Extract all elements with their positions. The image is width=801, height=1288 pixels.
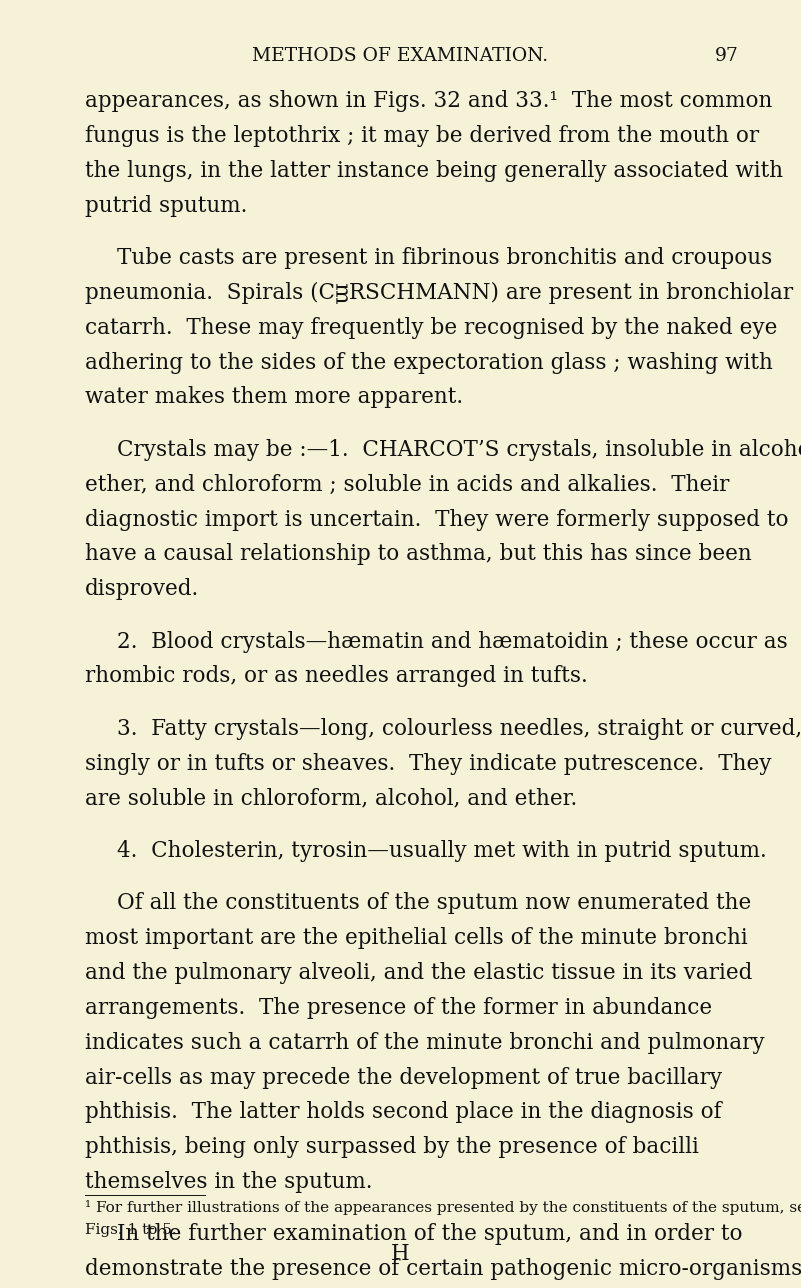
Text: the lungs, in the latter instance being generally associated with: the lungs, in the latter instance being …	[85, 160, 783, 182]
Text: Figs. 1 to 5.: Figs. 1 to 5.	[85, 1222, 177, 1236]
Text: air-cells as may precede the development of true bacillary: air-cells as may precede the development…	[85, 1066, 723, 1088]
Text: diagnostic import is uncertain.  They were formerly supposed to: diagnostic import is uncertain. They wer…	[85, 509, 788, 531]
Text: demonstrate the presence of certain pathogenic micro-organisms,: demonstrate the presence of certain path…	[85, 1258, 801, 1280]
Text: and the pulmonary alveoli, and the elastic tissue in its varied: and the pulmonary alveoli, and the elast…	[85, 962, 752, 984]
Text: 97: 97	[715, 46, 739, 64]
Text: Crystals may be :—1.  CHARCOT’S crystals, insoluble in alcohol,: Crystals may be :—1. CHARCOT’S crystals,…	[117, 439, 801, 461]
Text: phthisis.  The latter holds second place in the diagnosis of: phthisis. The latter holds second place …	[85, 1101, 722, 1123]
Text: ¹ For further illustrations of the appearances presented by the constituents of : ¹ For further illustrations of the appea…	[85, 1200, 801, 1215]
Text: 2.  Blood crystals—hæmatin and hæmatoidin ; these occur as: 2. Blood crystals—hæmatin and hæmatoidin…	[117, 631, 787, 653]
Text: most important are the epithelial cells of the minute bronchi: most important are the epithelial cells …	[85, 927, 748, 949]
Text: phthisis, being only surpassed by the presence of bacilli: phthisis, being only surpassed by the pr…	[85, 1136, 699, 1158]
Text: singly or in tufts or sheaves.  They indicate putrescence.  They: singly or in tufts or sheaves. They indi…	[85, 752, 771, 774]
Text: catarrh.  These may frequently be recognised by the naked eye: catarrh. These may frequently be recogni…	[85, 317, 778, 339]
Text: H: H	[391, 1243, 410, 1265]
Text: indicates such a catarrh of the minute bronchi and pulmonary: indicates such a catarrh of the minute b…	[85, 1032, 765, 1054]
Text: In the further examination of the sputum, and in order to: In the further examination of the sputum…	[117, 1224, 743, 1245]
Text: disproved.: disproved.	[85, 578, 199, 600]
Text: appearances, as shown in Figs. 32 and 33.¹  The most common: appearances, as shown in Figs. 32 and 33…	[85, 90, 772, 112]
Text: themselves in the sputum.: themselves in the sputum.	[85, 1171, 372, 1193]
Text: arrangements.  The presence of the former in abundance: arrangements. The presence of the former…	[85, 997, 740, 1019]
Text: 4.  Cholesterin, tyrosin—usually met with in putrid sputum.: 4. Cholesterin, tyrosin—usually met with…	[117, 840, 767, 862]
Text: adhering to the sides of the expectoration glass ; washing with: adhering to the sides of the expectorati…	[85, 352, 773, 374]
Text: putrid sputum.: putrid sputum.	[85, 194, 248, 216]
Text: have a causal relationship to asthma, but this has since been: have a causal relationship to asthma, bu…	[85, 544, 752, 565]
Text: METHODS OF EXAMINATION.: METHODS OF EXAMINATION.	[252, 46, 549, 64]
Text: water makes them more apparent.: water makes them more apparent.	[85, 386, 463, 408]
Text: rhombic rods, or as needles arranged in tufts.: rhombic rods, or as needles arranged in …	[85, 666, 588, 688]
Text: fungus is the leptothrix ; it may be derived from the mouth or: fungus is the leptothrix ; it may be der…	[85, 125, 759, 147]
Text: ether, and chloroform ; soluble in acids and alkalies.  Their: ether, and chloroform ; soluble in acids…	[85, 474, 730, 496]
Text: are soluble in chloroform, alcohol, and ether.: are soluble in chloroform, alcohol, and …	[85, 787, 578, 809]
Text: Of all the constituents of the sputum now enumerated the: Of all the constituents of the sputum no…	[117, 893, 751, 914]
Text: pneumonia.  Spirals (CᴟRSCHMANN) are present in bronchiolar: pneumonia. Spirals (CᴟRSCHMANN) are pres…	[85, 282, 793, 304]
Text: 3.  Fatty crystals—long, colourless needles, straight or curved,: 3. Fatty crystals—long, colourless needl…	[117, 717, 801, 739]
Text: Tube casts are present in fibrinous bronchitis and croupous: Tube casts are present in fibrinous bron…	[117, 247, 772, 269]
